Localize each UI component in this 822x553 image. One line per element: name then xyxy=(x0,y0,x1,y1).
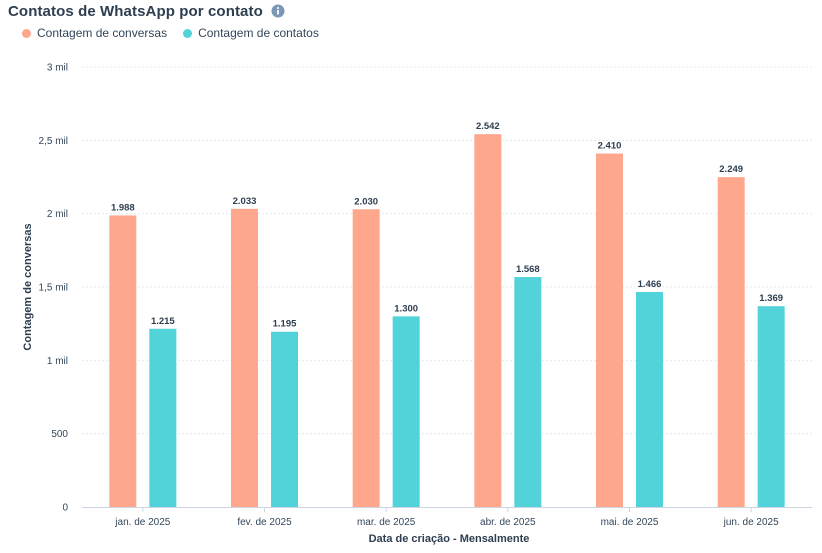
legend-label-contatos: Contagem de contatos xyxy=(198,26,319,40)
x-axis-ticks: jan. de 2025 fev. de 2025 mar. de 2025 abr.… xyxy=(114,507,779,528)
chart-title: Contatos de WhatsApp por contato xyxy=(8,2,263,20)
bar-contatos[interactable] xyxy=(149,328,177,507)
data-label: 1.369 xyxy=(759,293,783,304)
y-tick-label: 500 xyxy=(51,429,68,440)
data-labels: 1.988 1.215 2.033 1.195 2.030 1.300 2.542 1.568… xyxy=(111,121,783,330)
y-tick-label: 1,5 mil xyxy=(39,283,68,294)
x-tick-label: abr. de 2025 xyxy=(480,517,536,528)
x-tick-label: jan. de 2025 xyxy=(114,517,170,528)
data-label: 2.542 xyxy=(476,121,500,132)
bars xyxy=(109,134,785,508)
data-label: 2.410 xyxy=(598,141,622,152)
legend-swatch-conversas xyxy=(22,28,31,38)
chart-header: Contatos de WhatsApp por contato xyxy=(8,0,285,22)
legend-swatch-contatos xyxy=(183,28,193,38)
y-tick-label: 1 mil xyxy=(47,356,68,367)
x-tick-label: jun. de 2025 xyxy=(723,517,779,528)
data-label: 1.215 xyxy=(151,316,175,327)
bar-conversas[interactable] xyxy=(231,208,258,507)
y-tick-label: 2,5 mil xyxy=(39,136,68,147)
bar-conversas[interactable] xyxy=(352,209,380,507)
y-axis-title: Contagem de conversas xyxy=(22,223,34,350)
x-axis-title: Data de criação - Mensalmente xyxy=(369,533,530,545)
data-label: 2.033 xyxy=(233,196,257,207)
x-tick-label: fev. de 2025 xyxy=(237,517,292,528)
bar-contatos[interactable] xyxy=(271,331,298,507)
data-label: 2.249 xyxy=(719,164,743,175)
y-tick-label: 2 mil xyxy=(47,209,68,220)
bar-contatos[interactable] xyxy=(636,291,663,507)
y-tick-label: 0 xyxy=(62,503,68,514)
legend-label-conversas: Contagem de conversas xyxy=(37,26,168,40)
bar-contatos[interactable] xyxy=(392,316,420,507)
y-axis-ticks: 0 500 1 mil 1,5 mil 2 mil 2,5 mil 3 mil xyxy=(39,63,69,514)
x-tick-label: mai. de 2025 xyxy=(601,517,659,528)
bar-conversas[interactable] xyxy=(474,134,502,507)
x-tick-label: mar. de 2025 xyxy=(357,517,416,528)
info-icon-graphic xyxy=(271,4,285,18)
data-label: 1.300 xyxy=(394,303,418,314)
data-label: 2.030 xyxy=(354,196,378,207)
bar-conversas[interactable] xyxy=(596,153,623,508)
grid-lines xyxy=(82,66,812,435)
data-label: 1.568 xyxy=(516,264,540,275)
y-tick-label: 3 mil xyxy=(47,63,68,74)
legend-item-conversas[interactable]: Contagem de conversas xyxy=(22,26,167,40)
bar-contatos[interactable] xyxy=(514,277,542,507)
bar-conversas[interactable] xyxy=(109,215,137,507)
bar-contatos[interactable] xyxy=(757,306,785,507)
chart-legend: Contagem de conversas Contagem de contat… xyxy=(22,26,319,40)
data-label: 1.195 xyxy=(273,319,297,330)
data-label: 1.988 xyxy=(111,202,135,213)
data-label: 1.466 xyxy=(638,279,662,290)
bar-conversas[interactable] xyxy=(717,177,745,507)
legend-item-contatos[interactable]: Contagem de contatos xyxy=(183,26,319,40)
info-icon[interactable] xyxy=(271,4,285,18)
